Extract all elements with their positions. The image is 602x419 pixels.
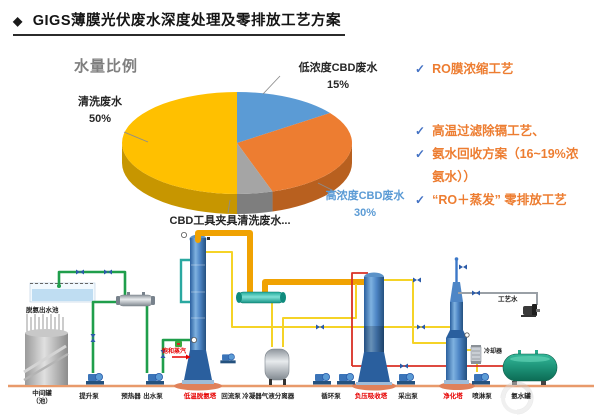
process-water-line xyxy=(458,292,540,317)
yellow-pipes xyxy=(206,251,478,372)
pie-label-low-value: 15% xyxy=(326,79,350,92)
pie-label-high-value: 30% xyxy=(353,207,377,220)
label-tank-line1: 中间罐 xyxy=(32,390,52,397)
purification-tower xyxy=(444,257,470,384)
ammonia-water-tank xyxy=(502,350,558,385)
check-icon: ✓ xyxy=(415,147,426,161)
label-reflux-pump: 回流泵 xyxy=(221,393,241,400)
bullet-item: ✓ “RO＋蒸发” 零排放工艺 xyxy=(415,189,593,212)
process-flow-diagram: 脱氨出水池 中间罐 （池） 提升泵 预热器 出水泵 低温脱氨塔 饱和蒸汽 回流泵… xyxy=(0,230,602,419)
diamond-bullet-icon: ◆ xyxy=(13,14,23,28)
bullet-item: ✓ 高温过滤除镉工艺、 xyxy=(415,120,593,143)
label-spray-pump: 喷淋泵 xyxy=(472,393,492,400)
gas-liquid-separator xyxy=(264,348,290,385)
pie-label-wash-value: 50% xyxy=(88,113,112,126)
label-extract-pump: 采出泵 xyxy=(398,393,418,400)
label-process-water: 工艺水 xyxy=(498,296,518,303)
page-title: ◆ GIGS薄膜光伏废水深度处理及零排放工艺方案 xyxy=(13,9,345,36)
teal-pipe xyxy=(179,258,190,304)
label-preheater: 预热器 xyxy=(121,393,141,400)
pie-slice-side-2 xyxy=(237,191,273,214)
label-vacuum-tower: 负压吸收塔 xyxy=(354,393,388,400)
preheater-exchanger xyxy=(116,292,155,307)
bullet-text: RO膜浓缩工艺 xyxy=(432,62,514,76)
label-ammonia-tower: 低温脱氨塔 xyxy=(183,393,217,400)
condenser-vessel xyxy=(236,291,286,304)
pie-slice-2 xyxy=(237,143,273,194)
low-temp-ammonia-tower xyxy=(182,234,214,384)
label-cooler: 冷却器 xyxy=(484,349,503,355)
watermark-logo xyxy=(500,381,534,415)
steam-inlet-arrow xyxy=(172,354,191,360)
label-tank-line2: （池） xyxy=(32,398,52,406)
pie-label-low-name: 低浓度CBD废水 xyxy=(298,62,378,74)
pie-label-wash-name: 清洗废水 xyxy=(78,96,122,108)
label-lift-pump: 提升泵 xyxy=(79,393,99,400)
check-icon: ✓ xyxy=(415,62,426,76)
pumps xyxy=(86,353,490,385)
pie-label-low-cbd: 低浓度CBD废水 15% xyxy=(283,60,393,94)
label-condenser: 冷凝器 xyxy=(242,393,262,400)
pie-label-tool-name: CBD工具夹具清洗废水... xyxy=(169,215,291,227)
valve-icons xyxy=(76,264,480,369)
page-title-text: GIGS薄膜光伏废水深度处理及零排放工艺方案 xyxy=(32,13,341,29)
intermediate-tank xyxy=(23,314,69,385)
bullet-item: ✓ RO膜浓缩工艺 xyxy=(415,58,593,81)
pie-label-wash: 清洗废水 50% xyxy=(60,94,140,128)
label-pool: 脱氨出水池 xyxy=(26,307,59,314)
green-pipes xyxy=(57,270,190,373)
pie-label-high-cbd: 高浓度CBD废水 30% xyxy=(315,188,415,222)
label-ammonia-tank: 氨水罐 xyxy=(511,393,531,400)
bullet-text: 氨水回收方案（16~19%浓氨水）） xyxy=(432,147,579,185)
pie-label-tool-wash: CBD工具夹具清洗废水... xyxy=(150,213,310,230)
orange-vapor-pipes xyxy=(195,230,374,295)
bullet-item: ✓ 氨水回收方案（16~19%浓氨水）） xyxy=(415,143,593,189)
pie-label-high-name: 高浓度CBD废水 xyxy=(325,190,405,202)
chart-title: 水量比例 xyxy=(74,58,139,75)
pie-slice-side-3 xyxy=(122,143,237,214)
label-outlet-pump: 出水泵 xyxy=(143,393,163,400)
check-icon: ✓ xyxy=(415,124,426,138)
process-flow-art xyxy=(8,230,594,415)
label-purify-tower: 净化塔 xyxy=(443,393,463,400)
label-saturated-steam: 饱和蒸汽 xyxy=(161,349,187,355)
bullet-text: 高温过滤除镉工艺、 xyxy=(432,124,545,138)
label-separator: 气液分离器 xyxy=(261,393,295,400)
cooler-unit xyxy=(470,345,482,364)
leader-lines xyxy=(123,75,341,214)
pie-slice-0 xyxy=(237,92,331,143)
deammonia-outlet-pool xyxy=(29,282,96,303)
label-circ-pump: 循环泵 xyxy=(321,393,341,400)
pie-slice-1 xyxy=(237,113,353,192)
label-intermediate-tank: 中间罐 （池） xyxy=(32,390,52,406)
vacuum-absorption-tower xyxy=(356,272,392,385)
check-icon: ✓ xyxy=(415,193,426,207)
bullet-text: “RO＋蒸发” 零排放工艺 xyxy=(432,193,567,207)
instrument-icons xyxy=(175,232,197,347)
